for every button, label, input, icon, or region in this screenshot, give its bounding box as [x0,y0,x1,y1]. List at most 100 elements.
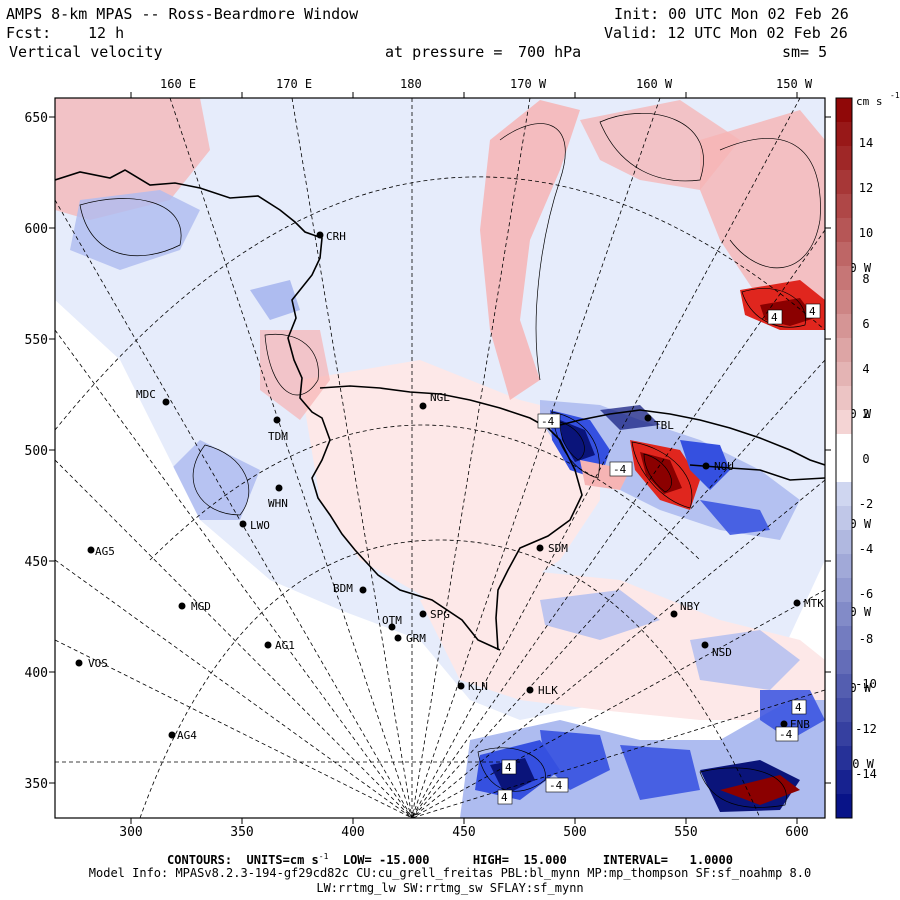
colorbar-swatch [836,362,852,387]
x-tick-label: 300 [119,825,142,840]
lon-label: 150 W [776,77,813,91]
colorbar-swatch [836,170,852,195]
valid-time: Valid: 12 UTC Mon 02 Feb 26 [604,24,848,42]
station-label: MGD [191,600,211,613]
station-marker [394,634,402,642]
forecast-label: Fcst: [6,24,52,42]
colorbar-label: 0 [862,452,869,466]
station-marker [168,731,176,739]
colorbar-swatch [836,674,852,699]
station-marker [316,231,324,239]
colorbar-label: -4 [859,542,873,556]
contour-value-labels: 4 4 -4 -4 4 4 -4 4 -4 [497,303,821,805]
model-info: Model Info: MPASv8.2.3-194-gf29cd82c CU:… [88,866,812,880]
field-name: Vertical velocity [9,43,163,61]
colorbar-swatch [836,722,852,747]
station-label: NOU [714,460,734,473]
colorbar-swatch [836,338,852,363]
colorbar-swatch [836,410,852,435]
colorbar-swatch [836,554,852,579]
colorbar: cm s -1 14 12 10 8 6 4 2 0 -2 -4 -6 -8 -… [835,91,900,819]
station-marker [701,641,709,649]
contour-label: 4 [771,311,778,324]
colorbar-label: -10 [855,677,877,691]
contour-label: -4 [549,779,563,792]
station-marker [178,602,186,610]
station-marker [793,599,801,607]
colorbar-swatch [836,458,852,483]
station-label: TDM [268,430,288,443]
colorbar-units: cm s [856,95,883,108]
physics-info: LW:rrtmg_lw SW:rrtmg_sw SFLAY:sf_mynn [316,881,584,895]
x-tick-label: 550 [674,825,697,840]
contour-label: 4 [505,761,512,774]
station-label: KLN [468,680,488,693]
station-marker [275,484,283,492]
colorbar-swatch [836,770,852,795]
station-label: AG5 [95,545,115,558]
station-marker [264,641,272,649]
station-marker [87,546,95,554]
station-marker [75,659,83,667]
map-title: AMPS 8-km MPAS -- Ross-Beardmore Window [6,5,359,23]
contour-label: 4 [809,305,816,318]
station-label: GRM [406,632,426,645]
contour-lines [79,113,821,808]
colorbar-swatch [836,194,852,219]
lon-label: 160 W [636,77,673,91]
y-tick-label: 600 [25,222,48,237]
station-marker [780,720,788,728]
x-tick-label: 500 [563,825,586,840]
colorbar-swatch [836,698,852,723]
station-label: MDC [136,388,156,401]
colorbar-label: 10 [859,226,873,240]
colorbar-label: 4 [862,362,869,376]
colorbar-swatch [836,602,852,627]
colorbar-swatch [836,122,852,147]
smoothing-value: sm= 5 [782,43,828,61]
lon-label: 160 E [160,77,196,91]
colorbar-swatch [836,98,852,123]
colorbar-labels: 14 12 10 8 6 4 2 0 -2 -4 -6 -8 -10 -12 -… [855,136,877,781]
forecast-hour: 12 h [88,24,125,42]
station-label: VOS [88,657,108,670]
colorbar-swatch [836,314,852,339]
contours-units-exp: -1 [318,852,329,861]
y-tick-label: 650 [25,111,48,126]
contour-label: -4 [613,463,627,476]
colorbar-label: -14 [855,767,877,781]
stations: MDC TDM WHN LWO AG5 MGD VOS AG1 AG4 BDM … [75,230,824,742]
station-marker [536,544,544,552]
station-marker [419,610,427,618]
station-label: CRH [326,230,346,243]
station-marker [162,398,170,406]
y-axis-labels: 650 600 550 500 450 400 350 [25,111,48,792]
colorbar-swatch [836,626,852,651]
colorbar-swatch [836,746,852,771]
station-label: HLK [538,684,558,697]
station-label: NBY [680,600,700,613]
contour-label: -4 [541,415,555,428]
station-label: NSD [712,646,732,659]
colorbar-label: -2 [859,497,873,511]
colorbar-swatch [836,218,852,243]
station-label: AG1 [275,639,295,652]
top-longitude-labels: 160 E 170 E 180 170 W 160 W 150 W [160,77,813,91]
map-figure: 160 E 170 E 180 170 W 160 W 150 W 140 W … [25,77,900,840]
graticule [55,98,825,818]
station-marker [644,414,652,422]
colorbar-label: -8 [859,632,873,646]
lon-label: 180 [400,77,422,91]
station-label: WHN [268,497,288,510]
colorbar-units-exp: -1 [890,91,900,100]
station-label: SPG [430,608,450,621]
coastline [55,169,825,651]
station-label: NGL [430,391,450,404]
pressure-label: at pressure = [385,43,503,61]
colorbar-swatch [836,650,852,675]
station-label: MTK [804,597,824,610]
colorbar-label: 2 [862,407,869,421]
colorbar-swatch [836,266,852,291]
colorbar-label: 6 [862,317,869,331]
init-time: Init: 00 UTC Mon 02 Feb 26 [614,5,849,23]
